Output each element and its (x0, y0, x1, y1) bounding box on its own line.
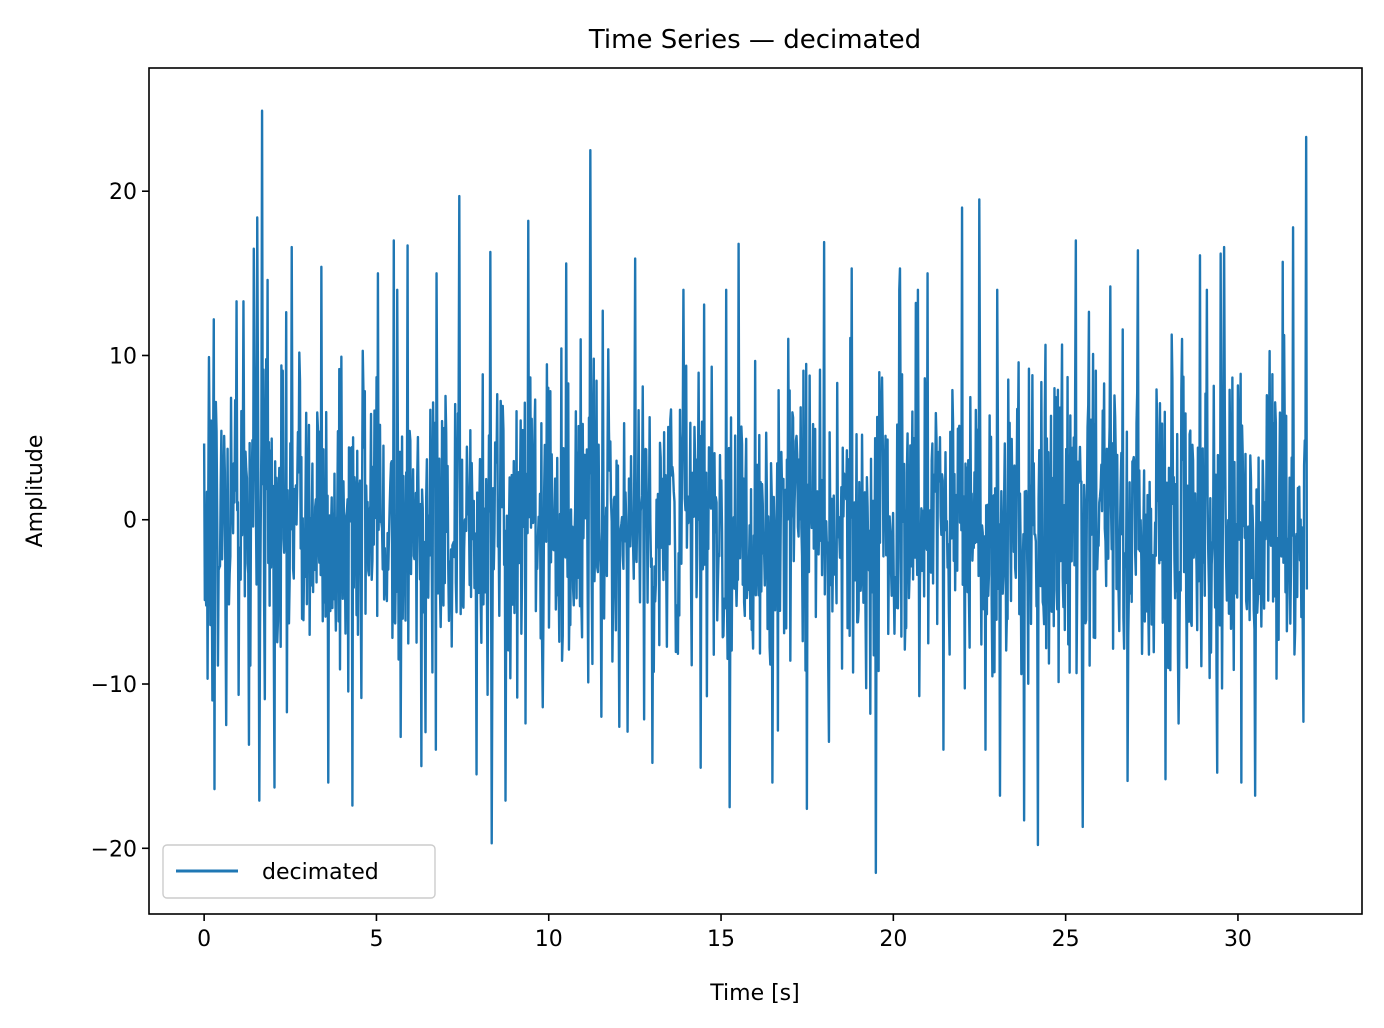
y-tick-label: −20 (91, 837, 137, 862)
plot-area-frame (148, 67, 1363, 915)
x-tick-label: 0 (197, 927, 211, 952)
y-tick-label: −10 (91, 673, 137, 698)
x-tick-label: 10 (535, 927, 563, 952)
series-line-decimated (202, 109, 1309, 875)
y-axis-label: Amplitude (23, 435, 48, 548)
y-tick-label: 20 (109, 180, 137, 205)
legend-box (162, 844, 436, 899)
x-axis-label: Time [s] (709, 981, 799, 1006)
x-tick-label: 15 (707, 927, 735, 952)
y-tick-label: 10 (109, 344, 137, 369)
x-axis: 0 5 10 15 20 25 30 (197, 914, 1252, 952)
y-axis: −20 −10 0 10 20 (91, 180, 149, 862)
legend-label-decimated: decimated (262, 860, 379, 885)
x-tick-label: 20 (879, 927, 907, 952)
y-tick-label: 0 (123, 509, 137, 534)
x-tick-label: 5 (369, 927, 383, 952)
legend: decimated (162, 844, 436, 899)
x-tick-label: 30 (1224, 927, 1252, 952)
series-layer (202, 109, 1309, 875)
chart-title: Time Series — decimated (588, 25, 921, 55)
x-tick-label: 25 (1052, 927, 1080, 952)
